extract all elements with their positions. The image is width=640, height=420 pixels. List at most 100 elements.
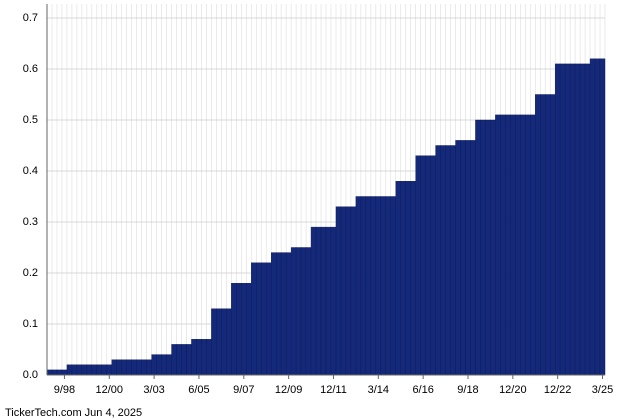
bar bbox=[495, 114, 501, 376]
bar bbox=[340, 206, 347, 376]
bar bbox=[96, 364, 103, 376]
bar bbox=[56, 369, 63, 376]
bar bbox=[191, 339, 197, 376]
bar bbox=[201, 339, 207, 376]
bar bbox=[51, 369, 58, 376]
bar bbox=[231, 283, 237, 376]
bar bbox=[186, 344, 192, 376]
bar bbox=[86, 364, 93, 376]
bar bbox=[525, 114, 531, 376]
bar bbox=[300, 247, 307, 376]
y-tick-label: 0.0 bbox=[23, 369, 38, 381]
bar bbox=[415, 155, 421, 376]
bar bbox=[574, 63, 581, 376]
bar bbox=[490, 119, 496, 376]
bar bbox=[315, 226, 322, 376]
bar bbox=[181, 344, 187, 376]
x-tick-label: 12/09 bbox=[275, 384, 303, 396]
x-tick-label: 12/20 bbox=[499, 384, 527, 396]
bar bbox=[579, 63, 586, 376]
bar bbox=[599, 58, 606, 376]
bar bbox=[320, 226, 327, 376]
bar bbox=[355, 196, 362, 376]
bar bbox=[310, 226, 317, 376]
x-tick-label: 3/25 bbox=[592, 384, 613, 396]
bar bbox=[395, 180, 401, 376]
bar bbox=[91, 364, 98, 376]
bar bbox=[285, 252, 292, 376]
bar bbox=[390, 196, 396, 376]
bar bbox=[111, 359, 117, 376]
bar bbox=[305, 247, 312, 376]
bar bbox=[430, 155, 436, 376]
bar bbox=[171, 344, 177, 376]
bar bbox=[330, 226, 337, 376]
bar bbox=[216, 308, 222, 376]
y-tick-label: 0.4 bbox=[23, 165, 38, 177]
x-tick-label: 6/16 bbox=[412, 384, 433, 396]
bar bbox=[470, 140, 476, 376]
bar bbox=[126, 359, 132, 376]
bar bbox=[435, 145, 441, 376]
bar bbox=[380, 196, 386, 376]
bar bbox=[520, 114, 526, 376]
bar bbox=[121, 359, 127, 376]
bar bbox=[335, 206, 342, 376]
bar bbox=[61, 369, 68, 376]
bar bbox=[485, 119, 491, 376]
bar bbox=[275, 252, 282, 376]
y-tick-label: 0.3 bbox=[23, 216, 38, 228]
bar bbox=[116, 359, 122, 376]
bar bbox=[530, 114, 536, 376]
bar bbox=[151, 354, 157, 376]
bar bbox=[345, 206, 352, 376]
bar bbox=[564, 63, 571, 376]
bar bbox=[405, 180, 411, 376]
bar bbox=[505, 114, 511, 376]
x-tick-label: 12/22 bbox=[544, 384, 572, 396]
bar bbox=[400, 180, 406, 376]
bar bbox=[460, 140, 466, 376]
bar bbox=[420, 155, 426, 376]
bar bbox=[101, 364, 107, 376]
bar bbox=[266, 262, 272, 376]
bar bbox=[545, 94, 551, 376]
bar bbox=[554, 63, 561, 376]
bar bbox=[584, 63, 591, 376]
bar bbox=[251, 262, 257, 376]
bar bbox=[221, 308, 227, 376]
bar bbox=[256, 262, 262, 376]
y-tick-label: 0.7 bbox=[23, 12, 38, 24]
bar bbox=[515, 114, 521, 376]
x-tick-label: 12/00 bbox=[96, 384, 124, 396]
x-tick-label: 6/05 bbox=[188, 384, 209, 396]
bar bbox=[81, 364, 88, 376]
y-tick-label: 0.5 bbox=[23, 114, 38, 126]
bar bbox=[450, 145, 456, 376]
bar bbox=[510, 114, 516, 376]
bar bbox=[46, 369, 53, 376]
x-tick-label: 12/11 bbox=[320, 384, 347, 396]
bar bbox=[280, 252, 287, 376]
bar bbox=[360, 196, 367, 376]
y-tick-label: 0.1 bbox=[23, 318, 38, 330]
bar bbox=[246, 283, 252, 376]
bar bbox=[370, 196, 377, 376]
bar bbox=[136, 359, 142, 376]
bar bbox=[594, 58, 601, 376]
bar bbox=[141, 359, 147, 376]
bar bbox=[455, 140, 461, 376]
bar bbox=[350, 206, 357, 376]
bar bbox=[540, 94, 546, 376]
bar bbox=[166, 354, 172, 376]
bar bbox=[295, 247, 302, 376]
bar bbox=[156, 354, 162, 376]
x-tick-label: 9/07 bbox=[233, 384, 254, 396]
bar bbox=[410, 180, 416, 376]
bar bbox=[549, 94, 556, 376]
bar bbox=[236, 283, 242, 376]
bar bbox=[375, 196, 382, 376]
x-tick-label: 9/98 bbox=[54, 384, 75, 396]
